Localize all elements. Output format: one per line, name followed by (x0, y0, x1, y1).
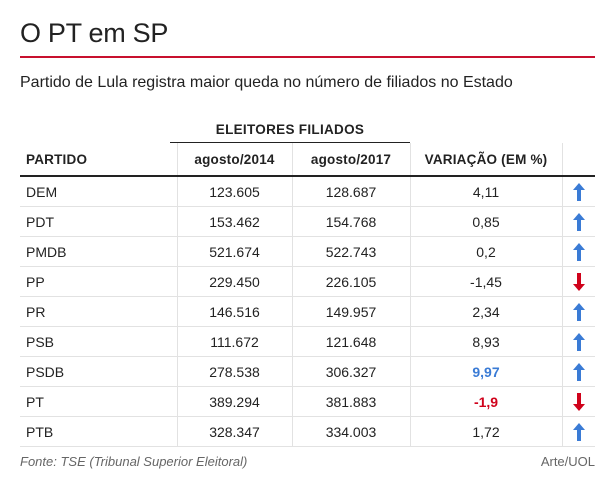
arrow-down-icon (572, 392, 585, 411)
party-name: PSDB (20, 356, 177, 387)
variation-value: 9,97 (409, 356, 562, 387)
arrow-up-icon (572, 182, 585, 201)
filiados-aug2017: 306.327 (291, 356, 410, 387)
filiados-aug2017: 522.743 (291, 236, 410, 267)
party-name: PTB (20, 416, 177, 447)
column-header-variation: VARIAÇÃO (EM %) (409, 143, 562, 177)
table-body: DEM 123.605 128.687 4,11 PDT 153.462 154.768 0,… (20, 176, 595, 447)
page-title: O PT em SP (20, 18, 169, 48)
party-name: PP (20, 266, 177, 297)
arrow-up-icon (572, 362, 585, 381)
arrow-up-icon (572, 422, 585, 441)
filiados-aug2017: 149.957 (291, 296, 410, 327)
party-name: PSB (20, 326, 177, 357)
arrow-down-icon (572, 272, 585, 291)
filiados-aug2014: 153.462 (176, 206, 292, 237)
party-name: PDT (20, 206, 177, 237)
trend-cell (561, 416, 595, 447)
trend-cell (561, 326, 595, 357)
table-row: PTB 328.347 334.003 1,72 (20, 416, 595, 447)
trend-cell (561, 296, 595, 327)
filiados-aug2014: 278.538 (176, 356, 292, 387)
variation-value: 0,2 (409, 236, 562, 267)
table-row: DEM 123.605 128.687 4,11 (20, 176, 595, 207)
subtitle: Partido de Lula registra maior queda no … (20, 74, 513, 91)
filiados-aug2017: 154.768 (291, 206, 410, 237)
table-row: PSDB 278.538 306.327 9,97 (20, 356, 595, 387)
arrow-up-icon (572, 242, 585, 261)
table-row: PSB 111.672 121.648 8,93 (20, 326, 595, 357)
filiados-aug2014: 111.672 (176, 326, 292, 357)
variation-value: 2,34 (409, 296, 562, 327)
source-note: Fonte: TSE (Tribunal Superior Eleitoral) (20, 454, 248, 469)
table-row: PP 229.450 226.105 -1,45 (20, 266, 595, 297)
table-row: PDT 153.462 154.768 0,85 (20, 206, 595, 237)
variation-value: -1,9 (409, 386, 562, 417)
table-row: PT 389.294 381.883 -1,9 (20, 386, 595, 417)
group-header-divider (170, 142, 410, 143)
variation-value: 8,93 (409, 326, 562, 357)
filiados-aug2014: 389.294 (176, 386, 292, 417)
trend-cell (561, 386, 595, 417)
credit: Arte/UOL (540, 454, 595, 469)
arrow-up-icon (572, 212, 585, 231)
party-name: PMDB (20, 236, 177, 267)
filiados-aug2017: 128.687 (291, 176, 410, 207)
variation-value: 4,11 (409, 176, 562, 207)
column-header-party: PARTIDO (20, 143, 177, 177)
variation-value: -1,45 (409, 266, 562, 297)
filiados-aug2017: 334.003 (291, 416, 410, 447)
trend-cell (561, 176, 595, 207)
table-row: PR 146.516 149.957 2,34 (20, 296, 595, 327)
trend-cell (561, 236, 595, 267)
table-header-row: PARTIDO agosto/2014 agosto/2017 VARIAÇÃO… (20, 143, 595, 177)
filiados-aug2017: 226.105 (291, 266, 410, 297)
trend-cell (561, 356, 595, 387)
column-header-trend (561, 143, 595, 177)
title-divider (20, 56, 595, 58)
filiados-aug2014: 229.450 (176, 266, 292, 297)
arrow-up-icon (572, 302, 585, 321)
filiados-aug2014: 521.674 (176, 236, 292, 267)
filiados-aug2014: 123.605 (176, 176, 292, 207)
party-name: DEM (20, 176, 177, 207)
table-row: PMDB 521.674 522.743 0,2 (20, 236, 595, 267)
filiados-aug2017: 121.648 (291, 326, 410, 357)
column-header-aug2014: agosto/2014 (176, 143, 292, 177)
variation-value: 0,85 (409, 206, 562, 237)
arrow-up-icon (572, 332, 585, 351)
group-header-eleitores-filiados: ELEITORES FILIADOS (215, 122, 365, 137)
filiados-aug2014: 146.516 (176, 296, 292, 327)
party-name: PT (20, 386, 177, 417)
filiados-aug2014: 328.347 (176, 416, 292, 447)
trend-cell (561, 266, 595, 297)
variation-value: 1,72 (409, 416, 562, 447)
trend-cell (561, 206, 595, 237)
column-header-aug2017: agosto/2017 (291, 143, 410, 177)
party-name: PR (20, 296, 177, 327)
filiados-aug2017: 381.883 (291, 386, 410, 417)
filiados-table: PARTIDO agosto/2014 agosto/2017 VARIAÇÃO… (20, 143, 595, 447)
